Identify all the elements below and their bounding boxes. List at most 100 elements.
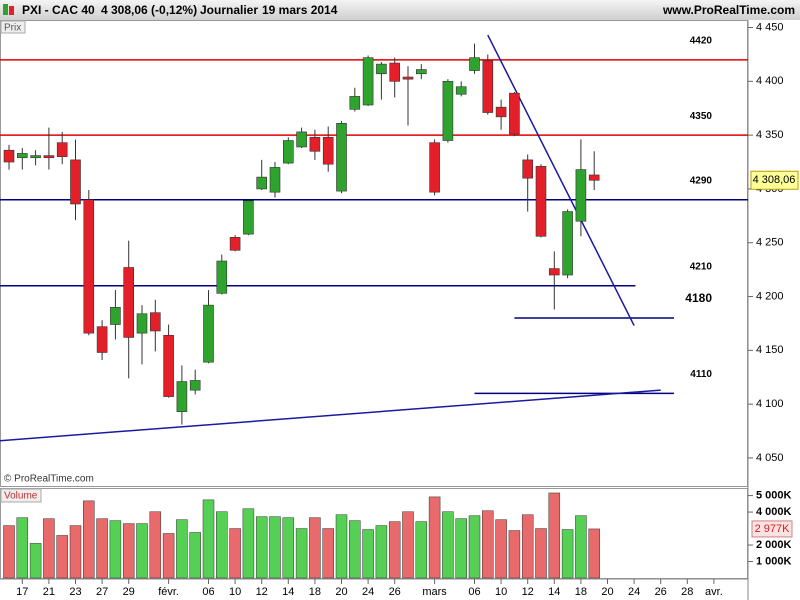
- volume-bar: [149, 511, 162, 579]
- volume-bar: [482, 510, 494, 579]
- volume-bar: [375, 525, 388, 579]
- y-tick-label: 4 150: [756, 344, 784, 356]
- icon: [9, 6, 14, 15]
- level-label: 4180: [685, 291, 712, 305]
- volume-bar: [349, 520, 361, 579]
- candle-body: [415, 69, 427, 75]
- x-tick-label: avr.: [705, 586, 723, 598]
- last-price-label: 4 308,06: [753, 174, 796, 186]
- candle-body: [269, 167, 281, 193]
- volume-bar: [176, 519, 188, 579]
- x-tick-label: 28: [681, 586, 693, 598]
- level-label: 4350: [690, 111, 713, 122]
- candle-body: [56, 142, 68, 157]
- candle-body: [469, 57, 480, 71]
- candle-body: [110, 307, 121, 325]
- volume-bar: [442, 511, 454, 579]
- volume-bar: [29, 543, 42, 579]
- candle-body: [376, 63, 387, 75]
- candle-body: [535, 166, 547, 237]
- candle-body: [256, 176, 268, 190]
- volume-bar: [535, 528, 547, 579]
- candle-body: [83, 199, 95, 334]
- volume-bar: [109, 520, 122, 579]
- level-label: 4110: [690, 369, 712, 380]
- volume-bar: [415, 521, 428, 579]
- last-volume-label: 2 977K: [755, 523, 791, 535]
- panel-label-box: [0, 488, 42, 503]
- candle-body: [495, 106, 507, 118]
- x-tick-label: 18: [309, 586, 321, 598]
- candle-body: [189, 380, 201, 391]
- volume-bar: [508, 530, 521, 579]
- candle-body: [96, 326, 108, 353]
- candle-body: [575, 169, 587, 222]
- candle-body: [389, 62, 401, 82]
- volume-bar: [16, 517, 29, 579]
- volume-bar: [428, 496, 441, 579]
- candle-body: [43, 155, 55, 159]
- y-tick-label: 4 250: [756, 237, 784, 249]
- last-volume-box: [751, 520, 793, 538]
- candle-body: [282, 140, 294, 164]
- volume-bar: [309, 517, 321, 579]
- y-tick-label: 4 000K: [756, 506, 792, 518]
- x-tick-label: mars: [422, 586, 447, 598]
- volume-bar: [96, 518, 108, 579]
- y-tick-label: 1 000K: [756, 555, 792, 567]
- candle-body: [455, 86, 467, 95]
- x-tick-label: 23: [69, 586, 81, 598]
- copyright: © ProRealTime.com: [4, 474, 94, 485]
- y-tick-label: 4 200: [756, 290, 784, 302]
- volume-bar: [189, 532, 201, 579]
- candle-body: [3, 149, 15, 163]
- candle-body: [16, 153, 28, 159]
- icon: [3, 4, 8, 15]
- volume-bar: [362, 529, 374, 579]
- candle-body: [429, 142, 440, 193]
- x-tick-label: 06: [202, 586, 214, 598]
- volume-bar: [202, 499, 215, 579]
- candle-body: [203, 304, 214, 363]
- level-label: 4290: [690, 175, 713, 186]
- volume-bar: [402, 511, 414, 579]
- x-tick-label: 27: [96, 586, 108, 598]
- candle-body: [548, 268, 560, 276]
- y-tick-label: 4 450: [756, 21, 784, 33]
- volume-bar: [521, 514, 534, 579]
- volume-bar: [136, 523, 148, 579]
- x-tick-label: 10: [495, 586, 507, 598]
- candle-body: [509, 92, 520, 135]
- candle-body: [70, 159, 81, 205]
- x-tick-label: 24: [362, 586, 374, 598]
- candle-body: [322, 136, 334, 165]
- candle-body: [216, 260, 228, 294]
- candle-body: [482, 60, 494, 113]
- x-tick-label: 26: [389, 586, 401, 598]
- y-tick-label: 4 350: [756, 129, 784, 141]
- x-tick-label: 17: [16, 586, 28, 598]
- candle-body: [588, 174, 600, 181]
- volume-bar: [588, 528, 600, 579]
- x-tick-label: 26: [655, 586, 667, 598]
- volume-bar: [335, 514, 348, 579]
- site: www.ProRealTime.com: [662, 3, 795, 17]
- volume-bar: [295, 528, 308, 579]
- header-bar: [0, 0, 800, 20]
- period: Journalier: [200, 3, 258, 17]
- y-tick-label: 4 050: [756, 452, 784, 464]
- level-label: 4210: [690, 261, 713, 272]
- price-panel: [0, 20, 748, 487]
- level-label: 4420: [690, 35, 713, 46]
- volume-bar: [242, 508, 255, 579]
- x-tick-label: 06: [468, 586, 480, 598]
- volume-bar: [69, 525, 82, 579]
- candle-body: [123, 267, 134, 338]
- trendline: [0, 389, 661, 442]
- candle-body: [229, 237, 241, 251]
- candle-body: [362, 57, 374, 106]
- x-tick-label: 12: [256, 586, 268, 598]
- x-tick-label: 12: [522, 586, 534, 598]
- volume-bar: [575, 515, 587, 579]
